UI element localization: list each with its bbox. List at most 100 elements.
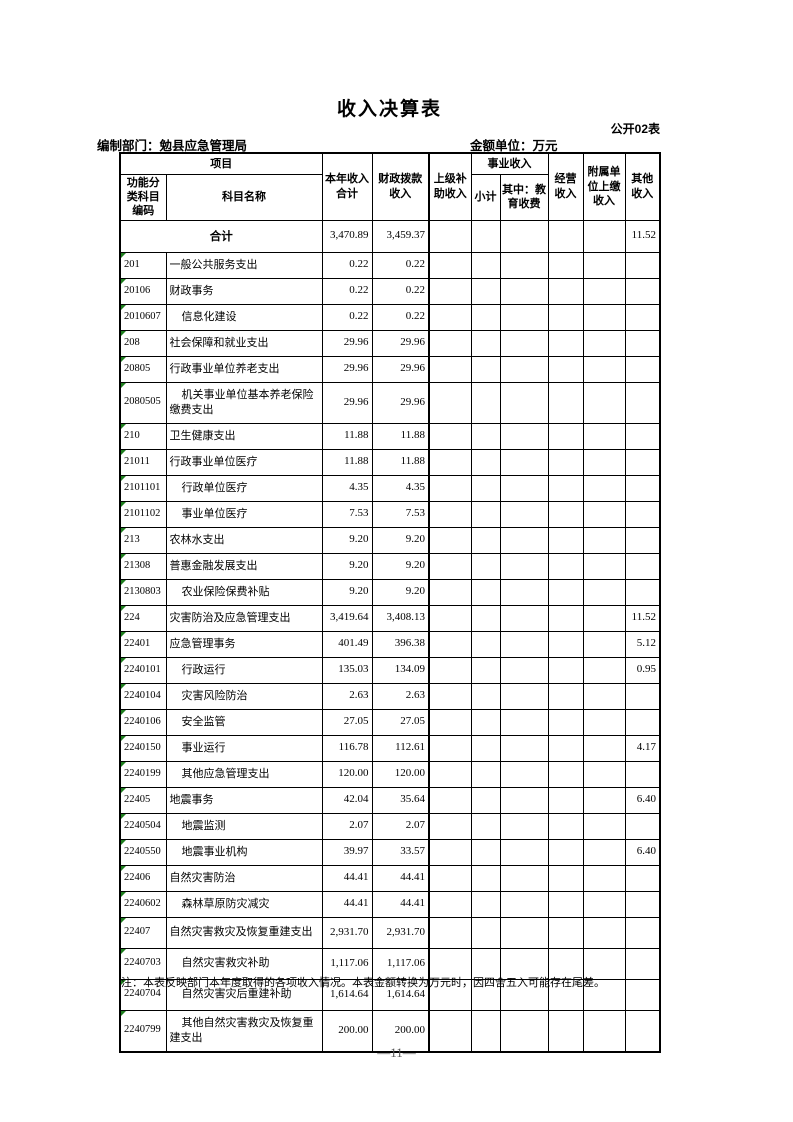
table-row: 2240104 灾害风险防治 2.63 2.63 (119, 682, 661, 710)
cell-edu (499, 422, 549, 450)
cell-fiscal: 396.38 (371, 630, 430, 658)
cell-subtotal (470, 277, 501, 305)
cell-affiliated (582, 734, 626, 762)
row-code: 2240704 (119, 978, 167, 1011)
table-row: 2240799 其他自然灾害救灾及恢复重建支出 200.00 200.00 (119, 1009, 661, 1052)
cell-total: 9.20 (321, 578, 373, 606)
header-superior: 上级补助收入 (428, 152, 472, 221)
cell-subtotal (470, 682, 501, 710)
cell-affiliated (582, 500, 626, 528)
cell-superior (428, 277, 472, 305)
cell-total: 11.88 (321, 422, 373, 450)
cell-other (624, 448, 661, 476)
cell-subtotal (470, 812, 501, 840)
cell-other (624, 329, 661, 357)
row-code: 2240703 (119, 947, 167, 980)
cell-fiscal: 2.07 (371, 812, 430, 840)
row-code: 2240504 (119, 812, 167, 840)
cell-total: 9.20 (321, 526, 373, 554)
header-subtotal: 小计 (470, 173, 501, 221)
row-name: 应急管理事务 (165, 630, 323, 658)
row-code: 22405 (119, 786, 167, 814)
cell-superior (428, 916, 472, 949)
cell-edu (499, 838, 549, 866)
header-project: 项目 (119, 152, 323, 175)
total-row-label: 合计 (119, 219, 323, 253)
cell-subtotal (470, 474, 501, 502)
cell-fiscal: 9.20 (371, 578, 430, 606)
cell-other (624, 303, 661, 331)
cell-edu (499, 630, 549, 658)
cell-other (624, 682, 661, 710)
cell-superior (428, 604, 472, 632)
cell-operating (547, 916, 584, 949)
cell-fiscal: 2.63 (371, 682, 430, 710)
table-row: 22401 应急管理事务 401.49 396.38 5.12 (119, 630, 661, 658)
row-name: 其他应急管理支出 (165, 760, 323, 788)
total-cell-operating (547, 219, 584, 253)
cell-operating (547, 500, 584, 528)
cell-other: 11.52 (624, 604, 661, 632)
cell-operating (547, 355, 584, 383)
table-row: 2101102 事业单位医疗 7.53 7.53 (119, 500, 661, 528)
row-code: 2240101 (119, 656, 167, 684)
cell-superior (428, 890, 472, 918)
cell-operating (547, 978, 584, 1011)
cell-edu (499, 381, 549, 424)
cell-total: 9.20 (321, 552, 373, 580)
cell-other (624, 916, 661, 949)
cell-superior (428, 978, 472, 1011)
table-row: 210 卫生健康支出 11.88 11.88 (119, 422, 661, 450)
cell-edu (499, 448, 549, 476)
row-code: 2010607 (119, 303, 167, 331)
table-row: 2101101 行政单位医疗 4.35 4.35 (119, 474, 661, 502)
cell-fiscal: 134.09 (371, 656, 430, 684)
cell-total: 401.49 (321, 630, 373, 658)
table-row: 2240150 事业运行 116.78 112.61 4.17 (119, 734, 661, 762)
cell-fiscal: 29.96 (371, 381, 430, 424)
cell-total: 1,117.06 (321, 947, 373, 980)
cell-other: 6.40 (624, 786, 661, 814)
cell-other (624, 578, 661, 606)
cell-operating (547, 630, 584, 658)
row-name: 社会保障和就业支出 (165, 329, 323, 357)
cell-edu (499, 500, 549, 528)
table-row: 224 灾害防治及应急管理支出 3,419.64 3,408.13 11.52 (119, 604, 661, 632)
cell-edu (499, 1009, 549, 1052)
cell-affiliated (582, 448, 626, 476)
cell-fiscal: 1,117.06 (371, 947, 430, 980)
cell-edu (499, 578, 549, 606)
row-name: 地震监测 (165, 812, 323, 840)
cell-other (624, 890, 661, 918)
row-name: 农林水支出 (165, 526, 323, 554)
cell-affiliated (582, 890, 626, 918)
cell-edu (499, 812, 549, 840)
cell-affiliated (582, 552, 626, 580)
table-row: 2240106 安全监管 27.05 27.05 (119, 708, 661, 736)
cell-fiscal: 9.20 (371, 552, 430, 580)
cell-affiliated (582, 578, 626, 606)
cell-fiscal: 33.57 (371, 838, 430, 866)
cell-subtotal (470, 303, 501, 331)
cell-edu (499, 656, 549, 684)
cell-subtotal (470, 448, 501, 476)
cell-other: 4.17 (624, 734, 661, 762)
cell-operating (547, 734, 584, 762)
header-name: 科目名称 (165, 173, 323, 221)
cell-edu (499, 734, 549, 762)
cell-subtotal (470, 355, 501, 383)
cell-operating (547, 474, 584, 502)
header-code: 功能分类科目编码 (119, 173, 167, 221)
row-code: 2240799 (119, 1009, 167, 1052)
cell-subtotal (470, 526, 501, 554)
cell-affiliated (582, 381, 626, 424)
header-row-1: 项目 本年收入合计 财政拨款收入 上级补助收入 事业收入 经营收入 附属单位上缴… (119, 152, 661, 221)
cell-fiscal: 2,931.70 (371, 916, 430, 949)
cell-fiscal: 200.00 (371, 1009, 430, 1052)
header-business-group: 事业收入 (470, 152, 549, 175)
cell-fiscal: 120.00 (371, 760, 430, 788)
cell-subtotal (470, 630, 501, 658)
cell-operating (547, 381, 584, 424)
cell-superior (428, 251, 472, 279)
cell-superior (428, 448, 472, 476)
